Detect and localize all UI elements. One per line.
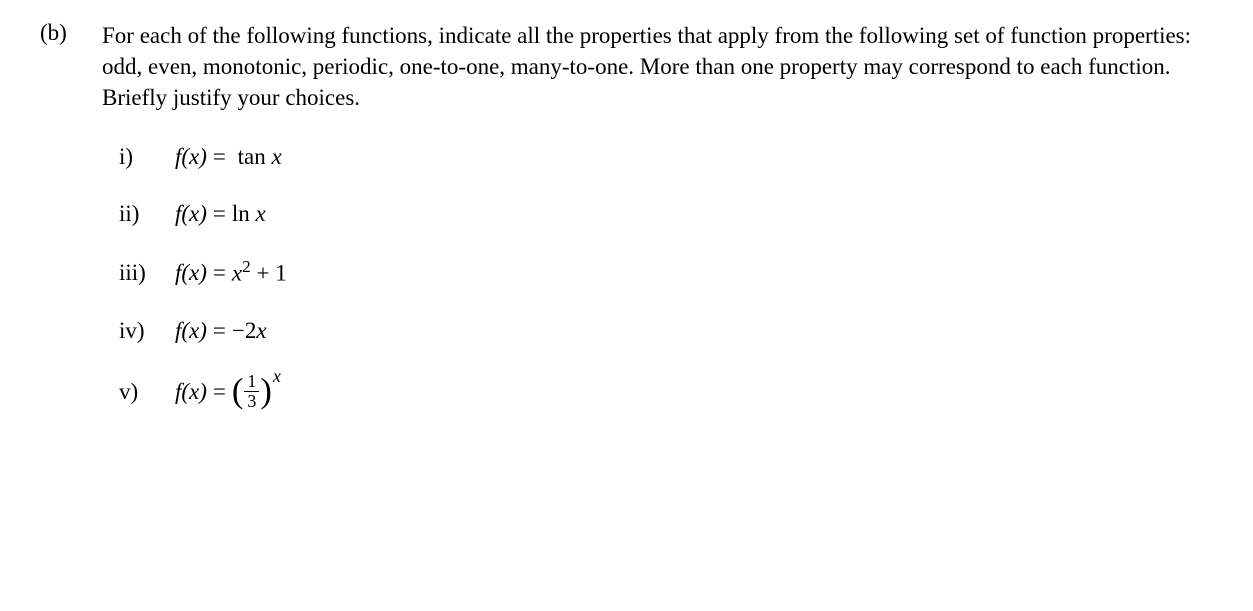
var: x: [256, 201, 266, 226]
subpart-ii: ii) f(x) = ln x: [102, 198, 1213, 229]
paren-left: (: [232, 374, 244, 409]
coefficient: −2: [232, 318, 256, 343]
subpart-label: v): [119, 376, 175, 407]
fraction: 1 3: [244, 372, 259, 411]
question-content: For each of the following functions, ind…: [102, 20, 1213, 437]
subpart-iii: iii) f(x) = x2 + 1: [102, 255, 1213, 289]
lhs: f(x): [175, 141, 207, 172]
numerator: 1: [244, 372, 259, 392]
operator: +: [251, 261, 275, 286]
constant: 1: [275, 261, 287, 286]
exponent-var: x: [273, 364, 281, 388]
formula: f(x) = x2 + 1: [175, 255, 287, 289]
subpart-label: iii): [119, 257, 175, 288]
equals: =: [213, 141, 226, 172]
rhs: ln x: [232, 198, 266, 229]
rhs: tan x: [232, 141, 282, 172]
subpart-i: i) f(x) = tan x: [102, 141, 1213, 172]
formula: f(x) = ln x: [175, 198, 266, 229]
var: x: [272, 144, 282, 169]
equals: =: [213, 315, 226, 346]
question-label: (b): [40, 20, 102, 46]
rhs: −2x: [232, 315, 267, 346]
formula: f(x) = tan x: [175, 141, 282, 172]
subpart-label: ii): [119, 198, 175, 229]
subpart-iv: iv) f(x) = −2x: [102, 315, 1213, 346]
formula: f(x) = −2x: [175, 315, 267, 346]
rhs: ( 1 3 ) x: [232, 372, 281, 411]
subpart-label: iv): [119, 315, 175, 346]
var: x: [232, 261, 242, 286]
equals: =: [213, 376, 226, 407]
lhs: f(x): [175, 315, 207, 346]
lhs: f(x): [175, 257, 207, 288]
subpart-v: v) f(x) = ( 1 3 ) x: [102, 372, 1213, 411]
lhs: f(x): [175, 376, 207, 407]
question-container: (b) For each of the following functions,…: [40, 20, 1213, 437]
equals: =: [213, 198, 226, 229]
lhs: f(x): [175, 198, 207, 229]
exponent: 2: [242, 257, 251, 276]
question-text: For each of the following functions, ind…: [102, 20, 1213, 113]
var: x: [256, 318, 266, 343]
denominator: 3: [244, 392, 259, 411]
subpart-label: i): [119, 141, 175, 172]
func-name: tan: [238, 144, 266, 169]
formula: f(x) = ( 1 3 ) x: [175, 372, 281, 411]
rhs: x2 + 1: [232, 255, 287, 289]
paren-right: ): [260, 374, 272, 409]
func-name: ln: [232, 201, 250, 226]
equals: =: [213, 257, 226, 288]
